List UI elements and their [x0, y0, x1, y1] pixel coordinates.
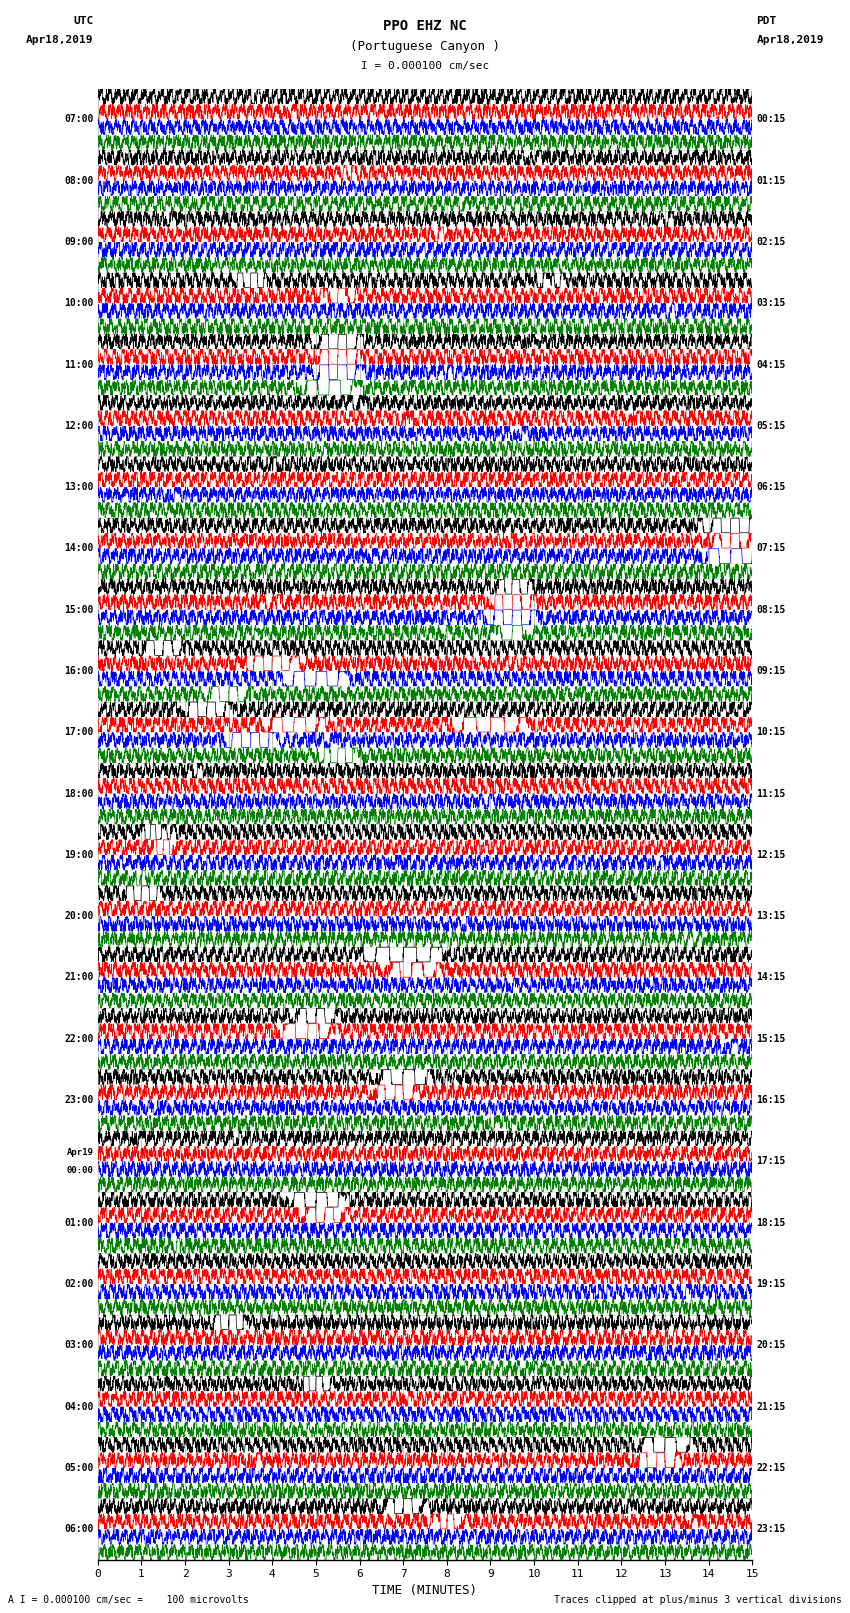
Text: 19:15: 19:15 [756, 1279, 786, 1289]
Text: 10:00: 10:00 [64, 298, 94, 308]
Text: 09:00: 09:00 [64, 237, 94, 247]
Text: Traces clipped at plus/minus 3 vertical divisions: Traces clipped at plus/minus 3 vertical … [553, 1595, 842, 1605]
Text: 04:15: 04:15 [756, 360, 786, 369]
Text: 23:15: 23:15 [756, 1524, 786, 1534]
Text: 12:15: 12:15 [756, 850, 786, 860]
Text: 04:00: 04:00 [64, 1402, 94, 1411]
Text: 18:00: 18:00 [64, 789, 94, 798]
Text: 17:00: 17:00 [64, 727, 94, 737]
Text: Apr18,2019: Apr18,2019 [26, 35, 94, 45]
Text: 01:15: 01:15 [756, 176, 786, 185]
Text: 11:15: 11:15 [756, 789, 786, 798]
Text: 02:15: 02:15 [756, 237, 786, 247]
Text: (Portuguese Canyon ): (Portuguese Canyon ) [350, 40, 500, 53]
Text: PDT: PDT [756, 16, 777, 26]
Text: 14:00: 14:00 [64, 544, 94, 553]
Text: Apr18,2019: Apr18,2019 [756, 35, 824, 45]
Text: 01:00: 01:00 [64, 1218, 94, 1227]
Text: 05:00: 05:00 [64, 1463, 94, 1473]
Text: 00:00: 00:00 [66, 1166, 94, 1176]
Text: 09:15: 09:15 [756, 666, 786, 676]
Text: 00:15: 00:15 [756, 115, 786, 124]
Text: 23:00: 23:00 [64, 1095, 94, 1105]
Text: 03:00: 03:00 [64, 1340, 94, 1350]
Text: 16:15: 16:15 [756, 1095, 786, 1105]
Text: 07:00: 07:00 [64, 115, 94, 124]
Text: 03:15: 03:15 [756, 298, 786, 308]
Text: A I = 0.000100 cm/sec =    100 microvolts: A I = 0.000100 cm/sec = 100 microvolts [8, 1595, 249, 1605]
Text: PPO EHZ NC: PPO EHZ NC [383, 19, 467, 34]
Text: 20:00: 20:00 [64, 911, 94, 921]
Text: 22:00: 22:00 [64, 1034, 94, 1044]
Text: 20:15: 20:15 [756, 1340, 786, 1350]
Text: Apr19: Apr19 [66, 1147, 94, 1157]
Text: 12:00: 12:00 [64, 421, 94, 431]
Text: 15:15: 15:15 [756, 1034, 786, 1044]
Text: 22:15: 22:15 [756, 1463, 786, 1473]
Text: 21:15: 21:15 [756, 1402, 786, 1411]
Text: 14:15: 14:15 [756, 973, 786, 982]
Text: 19:00: 19:00 [64, 850, 94, 860]
Text: 07:15: 07:15 [756, 544, 786, 553]
Text: 08:15: 08:15 [756, 605, 786, 615]
X-axis label: TIME (MINUTES): TIME (MINUTES) [372, 1584, 478, 1597]
Text: 06:15: 06:15 [756, 482, 786, 492]
Text: 02:00: 02:00 [64, 1279, 94, 1289]
Text: 13:15: 13:15 [756, 911, 786, 921]
Text: 13:00: 13:00 [64, 482, 94, 492]
Text: 06:00: 06:00 [64, 1524, 94, 1534]
Text: I = 0.000100 cm/sec: I = 0.000100 cm/sec [361, 61, 489, 71]
Text: 08:00: 08:00 [64, 176, 94, 185]
Text: 18:15: 18:15 [756, 1218, 786, 1227]
Text: UTC: UTC [73, 16, 94, 26]
Text: 11:00: 11:00 [64, 360, 94, 369]
Text: 15:00: 15:00 [64, 605, 94, 615]
Text: 10:15: 10:15 [756, 727, 786, 737]
Text: 16:00: 16:00 [64, 666, 94, 676]
Text: 21:00: 21:00 [64, 973, 94, 982]
Text: 17:15: 17:15 [756, 1157, 786, 1166]
Text: 05:15: 05:15 [756, 421, 786, 431]
